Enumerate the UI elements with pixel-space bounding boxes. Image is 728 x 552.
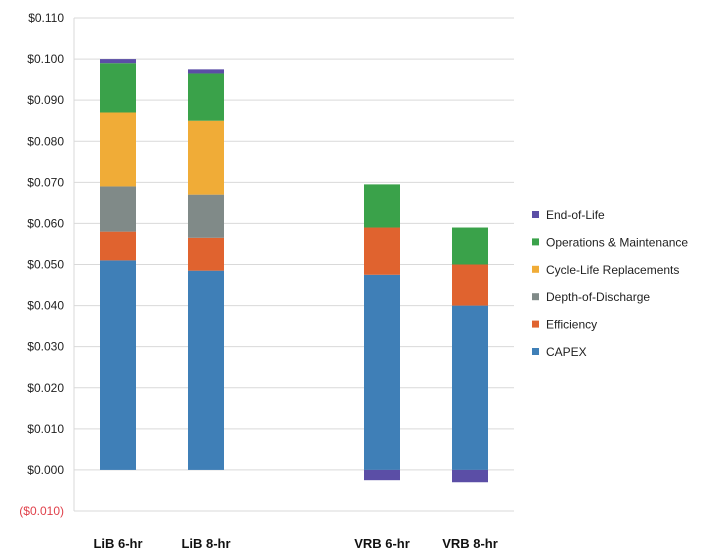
bars — [100, 59, 488, 483]
bar-segment — [188, 73, 224, 121]
legend-label: Efficiency — [546, 318, 597, 332]
bar-segment — [100, 59, 136, 64]
legend-swatch — [532, 265, 539, 273]
y-tick-label: $0.000 — [27, 463, 64, 477]
x-tick-label: VRB 8-hr — [442, 536, 498, 551]
y-tick-label: $0.010 — [27, 422, 64, 436]
bar-segment — [364, 469, 400, 481]
legend-label: End-of-Life — [546, 208, 605, 222]
legend-label: Operations & Maintenance — [546, 235, 688, 249]
bar-segment — [188, 120, 224, 195]
x-tick-label: LiB 8-hr — [181, 536, 230, 551]
legend-label: CAPEX — [546, 345, 587, 359]
y-tick-label: $0.070 — [27, 175, 64, 189]
bar-segment — [100, 231, 136, 261]
y-tick-label: $0.050 — [27, 258, 64, 272]
gridlines — [74, 17, 514, 512]
y-tick-label: $0.100 — [27, 52, 64, 66]
bar-segment — [100, 260, 136, 470]
bar-segment — [364, 184, 400, 228]
legend-swatch — [532, 238, 539, 246]
legend-swatch — [532, 320, 539, 328]
x-tick-label: VRB 6-hr — [354, 536, 410, 551]
bar-segment — [188, 237, 224, 271]
bar-segment — [100, 186, 136, 232]
bar-segment — [188, 194, 224, 238]
bar-segment — [188, 270, 224, 470]
bar-segment — [452, 469, 488, 483]
legend: End-of-Life Operations & Maintenance Cycle… — [532, 208, 688, 359]
bar-segment — [100, 63, 136, 113]
legend-swatch — [532, 348, 539, 355]
y-tick-label: ($0.010) — [19, 504, 64, 518]
bar-segment — [452, 305, 488, 470]
bar-segment — [100, 112, 136, 187]
legend-label: Cycle-Life Replacements — [546, 263, 679, 277]
legend-label: Depth-of-Discharge — [546, 290, 650, 304]
bar-segment — [364, 274, 400, 470]
y-tick-label: $0.090 — [27, 93, 64, 107]
bar-segment — [452, 227, 488, 265]
legend-swatch — [532, 293, 539, 301]
x-axis: LiB 6-hr LiB 8-hr VRB 6-hr VRB 8-hr — [93, 536, 497, 551]
y-tick-label: $0.040 — [27, 299, 64, 313]
y-tick-label: $0.110 — [28, 11, 64, 25]
y-tick-label: $0.020 — [27, 381, 64, 395]
bar-segment — [364, 227, 400, 275]
y-tick-label: $0.060 — [27, 216, 64, 230]
bar-segment — [452, 264, 488, 306]
legend-swatch — [532, 211, 539, 218]
bar-segment — [188, 69, 224, 74]
x-tick-label: LiB 6-hr — [93, 536, 142, 551]
y-axis: ($0.010) $0.000 $0.010 $0.020 $0.030 $0.040 $0… — [19, 11, 75, 518]
y-tick-label: $0.080 — [27, 134, 64, 148]
y-tick-label: $0.030 — [27, 340, 64, 354]
